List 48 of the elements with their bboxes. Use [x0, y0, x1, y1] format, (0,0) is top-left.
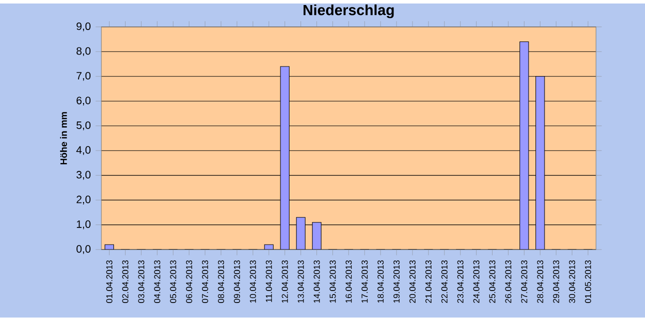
- x-tick-label: 12.04.2013: [282, 260, 288, 303]
- x-tick-label: 18.04.2013: [378, 260, 384, 303]
- y-tick-label: 2,0: [76, 196, 91, 205]
- x-tick-label: 20.04.2013: [409, 260, 416, 304]
- x-tick-label: 05.04.2013: [170, 260, 176, 304]
- y-tick-label: 4,0: [76, 146, 91, 156]
- x-tick-label: 01.05.2013: [584, 260, 592, 304]
- bar: [280, 66, 290, 250]
- x-tick-label: 10.04.2013: [250, 260, 256, 303]
- y-tick-label: 1,0: [76, 220, 91, 230]
- x-tick-label: 07.04.2013: [202, 260, 208, 304]
- x-tick-label: 22.04.2013: [441, 260, 448, 304]
- y-tick-label: 9,0: [76, 22, 91, 32]
- x-tick-label: 08.04.2013: [218, 260, 224, 304]
- x-tick-label: 17.04.2013: [362, 260, 368, 303]
- x-tick-label: 21.04.2013: [425, 260, 432, 304]
- y-tick-label: 0,0: [76, 245, 91, 254]
- x-tick-label: 24.04.2013: [473, 260, 480, 304]
- chart-title: Niederschlag: [304, 4, 394, 18]
- x-tick-label: 06.04.2013: [186, 260, 192, 304]
- y-tick-label: 6,0: [76, 96, 91, 106]
- x-tick-label: 04.04.2013: [154, 260, 160, 304]
- y-tick-label: 5,0: [76, 122, 91, 130]
- x-tick-label: 15.04.2013: [330, 260, 336, 303]
- x-tick-label: 01.04.2013: [106, 260, 112, 304]
- y-tick-label: 3,0: [76, 171, 91, 180]
- x-tick-label: 14.04.2013: [314, 260, 320, 303]
- x-tick-label: 27.04.2013: [521, 260, 528, 304]
- x-tick-label: 28.04.2013: [537, 260, 544, 304]
- bar: [312, 222, 322, 250]
- x-tick-label: 03.04.2013: [138, 260, 144, 304]
- y-tick-label: 7,0: [76, 72, 91, 81]
- x-tick-label: 25.04.2013: [489, 260, 496, 304]
- y-tick-label: 8,0: [76, 47, 91, 56]
- x-tick-label: 19.04.2013: [393, 260, 400, 303]
- x-tick-label: 09.04.2013: [234, 260, 240, 304]
- bar: [520, 42, 529, 250]
- bar: [296, 217, 306, 250]
- x-tick-label: 11.04.2013: [266, 260, 272, 302]
- bar: [535, 76, 545, 250]
- x-tick-label: 26.04.2013: [505, 260, 512, 304]
- x-tick-label: 13.04.2013: [298, 260, 304, 303]
- x-tick-label: 02.04.2013: [122, 260, 128, 304]
- x-tick-label: 30.04.2013: [569, 260, 576, 304]
- x-tick-label: 29.04.2013: [553, 260, 560, 304]
- x-tick-label: 23.04.2013: [457, 260, 464, 304]
- y-axis-title: Höhe in mm: [60, 112, 67, 165]
- x-tick-label: 16.04.2013: [346, 260, 352, 303]
